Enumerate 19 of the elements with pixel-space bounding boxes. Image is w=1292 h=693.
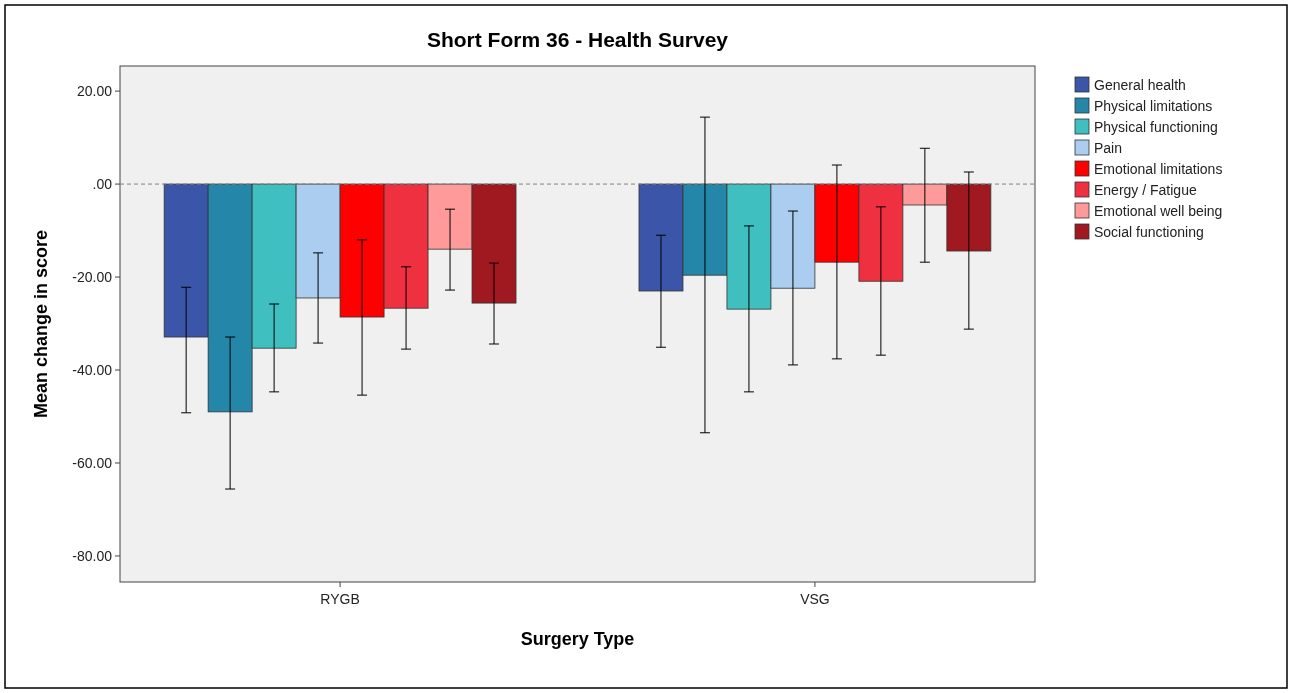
y-axis-title: Mean change in score [31, 229, 51, 419]
legend-label: Physical functioning [1094, 118, 1218, 135]
x-axis-title: Surgery Type [520, 629, 635, 649]
legend-label: Pain [1094, 139, 1123, 156]
chart-title: Short Form 36 - Health Survey [426, 28, 729, 51]
x-tick-label: VSG [800, 591, 830, 607]
y-tick-label: -80.00 [72, 547, 113, 564]
legend-label: Emotional well being [1094, 202, 1223, 219]
x-tick-label: RYGB [320, 591, 360, 607]
y-tick-label: -20.00 [72, 268, 113, 285]
legend-label: Social functioning [1094, 223, 1204, 240]
legend-label: Emotional limitations [1094, 160, 1223, 177]
legend-label: General health [1094, 76, 1186, 93]
y-tick-label: 20.00 [76, 83, 113, 99]
y-tick-label: -60.00 [72, 454, 113, 471]
y-tick-label: -40.00 [72, 361, 113, 378]
legend-label: Energy / Fatigue [1094, 181, 1197, 198]
legend-label: Physical limitations [1094, 97, 1213, 114]
y-tick-label: .00 [92, 175, 113, 192]
